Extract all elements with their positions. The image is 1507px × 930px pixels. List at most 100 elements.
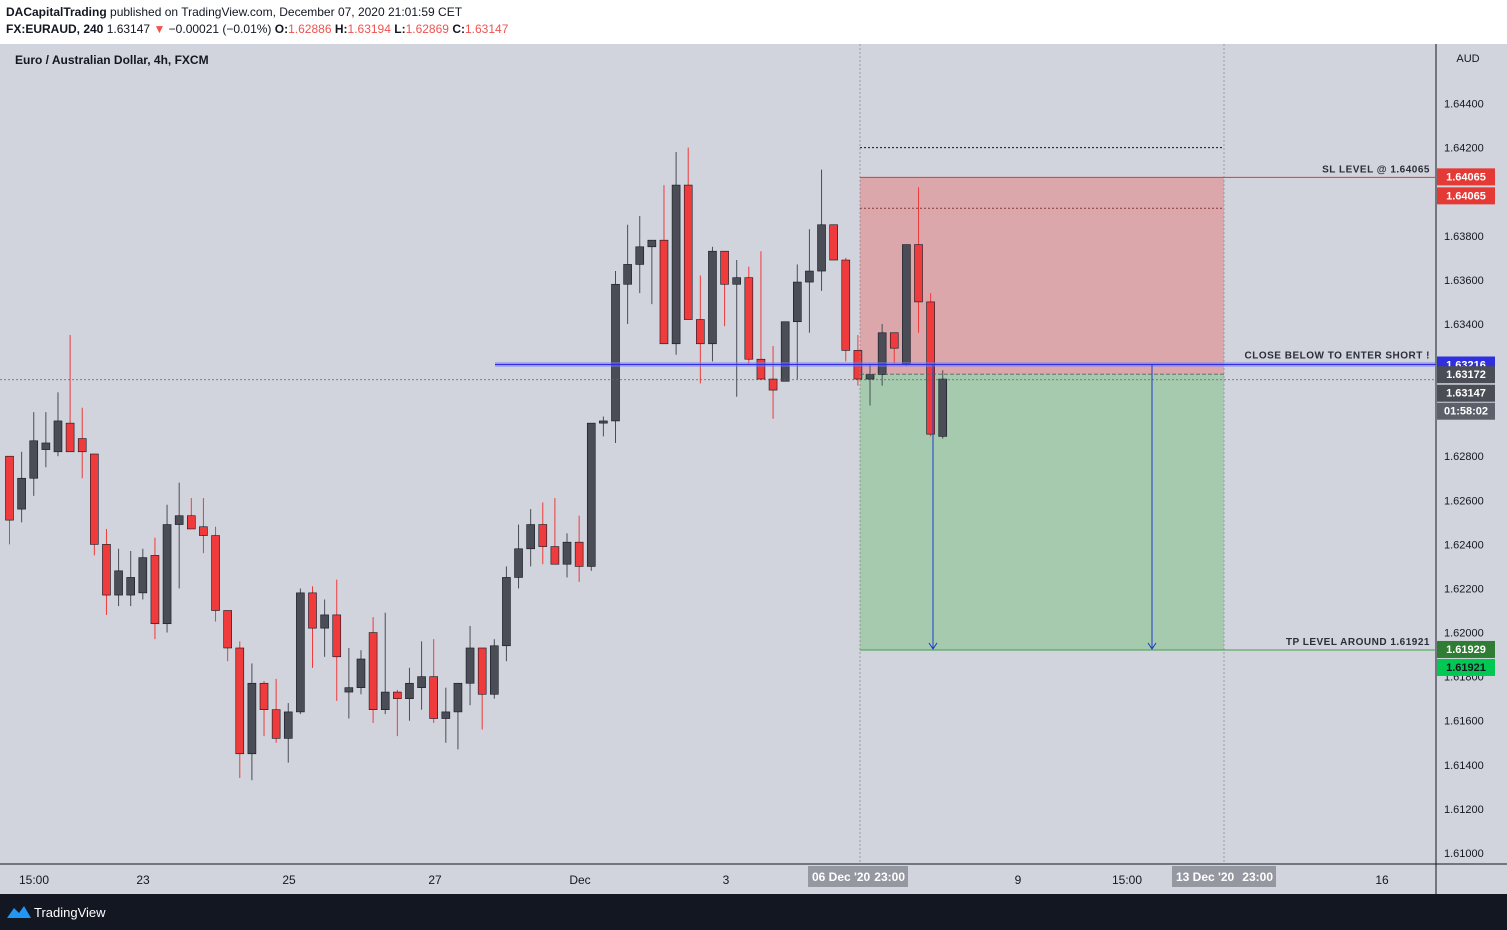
- candle-body: [53, 420, 63, 453]
- candle-body: [174, 515, 184, 525]
- candle-body: [877, 332, 887, 375]
- candle-body: [308, 592, 317, 629]
- price-label-text: 1.63147: [1446, 388, 1486, 400]
- candle-body: [283, 711, 293, 739]
- candle-body: [696, 319, 705, 345]
- price-label-text: 1.61921: [1446, 662, 1486, 674]
- candle-body: [938, 378, 948, 437]
- x-tick-label: Dec: [569, 873, 590, 887]
- time-label-box: [808, 866, 908, 887]
- candle-body: [780, 321, 790, 382]
- candle-body: [41, 442, 51, 450]
- y-axis-ticks: 1.64400 1.64200 1.63800 1.63600 1.63400 1.628…: [1444, 99, 1484, 860]
- ohlc-line: FX:EURAUD, 240 1.63147 ▼ −0.00021 (−0.01…: [6, 22, 508, 36]
- candle-body: [126, 577, 135, 596]
- high-label: H:: [334, 22, 348, 36]
- x-tick-label: 15:00: [19, 873, 49, 887]
- open-label: O:: [274, 22, 289, 36]
- time-label-date: 13 Dec '20: [1176, 870, 1235, 884]
- x-tick-label: 9: [1015, 873, 1022, 887]
- y-tick-label: 1.61000: [1444, 848, 1484, 860]
- y-tick-label: 1.62200: [1444, 583, 1484, 595]
- y-tick-label: 1.62400: [1444, 539, 1484, 551]
- time-label-time: 23:00: [1242, 870, 1273, 884]
- price-change: −0.00021 (−0.01%): [168, 22, 272, 36]
- candle-body: [90, 453, 99, 545]
- candle-body: [514, 548, 523, 578]
- candle-body: [538, 524, 548, 547]
- price-label-box: [1437, 658, 1495, 676]
- close-value: 1.63147: [464, 22, 509, 36]
- price-label-box: [1437, 168, 1495, 186]
- symbol-label: FX:EURAUD, 240: [6, 22, 104, 36]
- publisher-name[interactable]: DACapitalTrading: [6, 5, 107, 19]
- candle-body: [792, 281, 802, 323]
- candle-body: [344, 687, 354, 693]
- candle-body: [332, 614, 342, 658]
- candle-body: [841, 259, 851, 351]
- price-label-text: 1.64065: [1446, 171, 1486, 183]
- level-lines: [0, 44, 1436, 864]
- candle-body: [477, 647, 487, 695]
- y-tick-label: 1.62600: [1444, 495, 1484, 507]
- candle-body: [259, 682, 269, 710]
- candle-body: [65, 422, 75, 453]
- candle-body: [296, 592, 305, 713]
- candle-body: [817, 224, 826, 272]
- candle-body: [356, 658, 366, 688]
- annotations: SL LEVEL @ 1.64065 CLOSE BELOW TO ENTER S…: [1245, 164, 1430, 648]
- candle-body: [805, 270, 814, 283]
- currency-label: AUD: [1456, 53, 1479, 65]
- tp-annotation: TP LEVEL AROUND 1.61921: [1286, 637, 1430, 648]
- y-tick-label: 1.64400: [1444, 99, 1484, 111]
- price-label-text: 1.61929: [1446, 644, 1486, 656]
- candle-body: [5, 455, 14, 521]
- candle-body: [453, 682, 463, 713]
- candle-body: [502, 577, 511, 647]
- last-price: 1.63147: [106, 22, 151, 36]
- candle-body: [247, 682, 257, 755]
- close-label: C:: [452, 22, 465, 36]
- candle-body: [926, 301, 935, 435]
- candle-body: [489, 645, 499, 695]
- candle-body: [235, 647, 245, 755]
- time-label-date: 06 Dec '20: [812, 870, 871, 884]
- candle-body: [393, 691, 402, 699]
- candle-body: [829, 224, 838, 261]
- candle-body: [768, 378, 778, 391]
- candle-body: [889, 332, 899, 349]
- price-label-text: 1.64065: [1446, 190, 1486, 202]
- low-label: L:: [394, 22, 406, 36]
- y-tick-label: 1.63400: [1444, 319, 1484, 331]
- chart-area[interactable]: Euro / Australian Dollar, 4h, FXCM AUD 1…: [0, 44, 1507, 894]
- footer-brand[interactable]: TradingView: [34, 905, 106, 920]
- y-tick-label: 1.62000: [1444, 628, 1484, 640]
- candle-body: [623, 264, 632, 285]
- low-value: 1.62869: [405, 22, 449, 36]
- candle-body: [114, 570, 123, 596]
- x-tick-label: 15:00: [1112, 873, 1142, 887]
- candle-body: [659, 239, 669, 345]
- published-text: published on TradingView.com, December 0…: [110, 5, 463, 19]
- candle-body: [708, 250, 717, 345]
- take-profit-zone: [860, 374, 1224, 650]
- sl-annotation: SL LEVEL @ 1.64065: [1322, 164, 1430, 175]
- candle-body: [526, 524, 535, 550]
- publish-header: DACapitalTrading published on TradingVie…: [0, 0, 1507, 44]
- x-tick-label: 25: [282, 873, 296, 887]
- open-value: 1.62886: [288, 22, 332, 36]
- y-tick-label: 1.62800: [1444, 451, 1484, 463]
- candle-body: [368, 632, 378, 710]
- candle-body: [550, 546, 560, 565]
- candle-body: [635, 246, 645, 265]
- chart-svg[interactable]: Euro / Australian Dollar, 4h, FXCM AUD 1…: [0, 44, 1507, 894]
- candle-body: [211, 535, 220, 611]
- price-label-box: [1437, 187, 1495, 205]
- candle-body: [599, 420, 608, 424]
- price-labels: 1.640651.640651.632161.631721.631471.619…: [808, 168, 1495, 887]
- x-tick-label: 3: [723, 873, 730, 887]
- candle-body: [405, 682, 414, 699]
- candle-body: [732, 277, 742, 285]
- price-label-box: [1437, 640, 1495, 658]
- candle-body: [914, 244, 923, 303]
